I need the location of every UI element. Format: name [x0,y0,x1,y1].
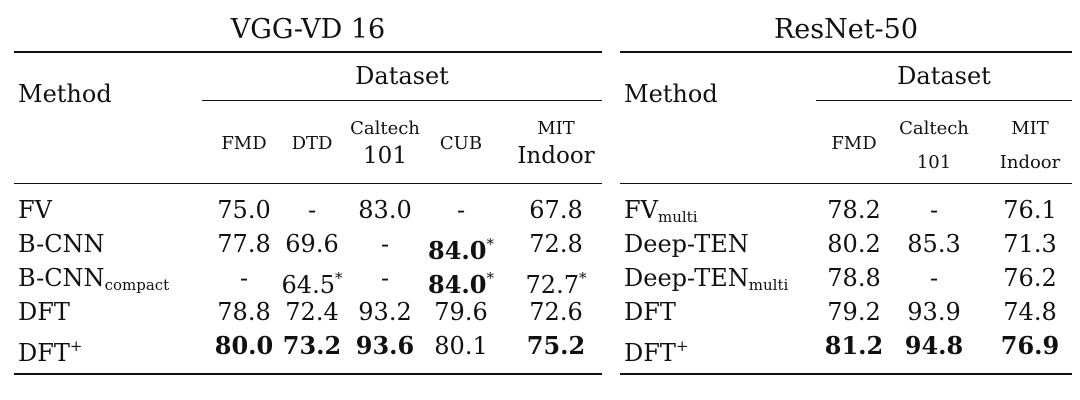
dataset-rule [816,100,1072,101]
column-header-label: 101 [363,143,407,169]
method-name: Deep-TEN [624,230,749,258]
table-cell: 93.6 [355,331,415,360]
table-cell: 78.2 [827,196,881,224]
column-header-label: CUB [439,133,483,154]
table-cell: 69.6 [285,230,339,258]
column-header: CUB [431,133,491,155]
table-cell: 80.1 [434,332,488,360]
method-name: B-CNN [18,230,105,258]
method-header: Method [624,80,718,108]
method-name: FV [18,196,52,224]
table-cell: 71.3 [1003,230,1057,258]
column-header-label: MIT [1011,118,1049,139]
table-cell: 67.8 [529,196,583,224]
table-cell: - [239,264,249,292]
method-subscript: multi [748,276,789,294]
table-cell: 84.0* [428,235,494,265]
table-cell: 74.8 [1003,298,1057,326]
table-cell: 83.0 [358,196,412,224]
column-header: FMD [814,133,894,155]
column-header-label: MIT [537,118,575,139]
table-cell: - [380,230,390,258]
column-header-label: Indoor [999,152,1061,173]
table-cell: 93.9 [907,298,961,326]
table-cell: 72.6 [529,298,583,326]
method-name: DFT+ [18,337,83,367]
footnote-star: * [486,235,494,253]
column-header: MIT Indoor [508,118,604,170]
table-cell: 78.8 [217,298,271,326]
table-cell: 76.2 [1003,264,1057,292]
table-cell: 80.2 [827,230,881,258]
vgg-table-title: VGG-VD 16 [230,14,386,45]
header-rule [620,183,1072,184]
footnote-star: * [334,269,343,287]
method-name: Deep-TENmulti [624,264,789,294]
resnet-table-title: ResNet-50 [773,14,919,45]
table-cell: 72.7* [525,269,587,299]
dataset-rule [202,100,602,101]
table-cell: 79.6 [434,298,488,326]
table-cell: 77.8 [217,230,271,258]
table-cell: 94.8 [904,331,964,360]
method-superscript: + [675,337,689,355]
column-header-label: DTD [291,133,333,154]
table-cell: 72.8 [529,230,583,258]
table-cell: 80.0 [214,331,274,360]
table-cell: 78.8 [827,264,881,292]
method-subscript: compact [104,276,170,294]
top-rule [14,51,602,53]
table-cell: 76.1 [1003,196,1057,224]
column-header: FMD [210,133,278,155]
table-cell: 81.2 [824,331,884,360]
column-header-label: FMD [831,133,877,154]
column-header-label: FMD [221,133,267,154]
header-rule [14,183,602,184]
column-header: MIT Indoor [985,118,1075,174]
dataset-header: Dataset [355,62,449,90]
bottom-rule [620,373,1072,375]
table-cell: 73.2 [282,331,342,360]
table-cell: 76.9 [1000,331,1060,360]
table-cell: 75.2 [526,331,586,360]
table-cell: 85.3 [907,230,961,258]
table-cell: - [380,264,390,292]
footnote-star: * [578,269,587,287]
footnote-star: * [486,269,494,287]
dataset-header: Dataset [897,62,991,90]
table-cell: 72.4 [285,298,339,326]
column-header: Caltech 101 [889,118,979,174]
column-header-label: Caltech [350,118,420,139]
method-name: DFT+ [624,337,689,367]
method-superscript: + [69,337,83,355]
table-cell: 79.2 [827,298,881,326]
column-header: DTD [282,133,342,155]
table-cell: - [456,196,466,224]
column-header-label: 101 [916,152,952,173]
bottom-rule [14,373,602,375]
column-header: Caltech 101 [340,118,430,170]
column-header-label: Indoor [517,143,595,169]
method-name: FVmulti [624,196,698,226]
table-cell: - [929,264,939,292]
table-cell: - [929,196,939,224]
table-cell: - [307,196,317,224]
method-name: DFT [624,298,676,326]
method-name: DFT [18,298,70,326]
method-header: Method [18,80,112,108]
method-name: B-CNNcompact [18,264,170,294]
top-rule [620,51,1072,53]
method-subscript: multi [657,208,698,226]
table-cell: 75.0 [217,196,271,224]
table-cell: 64.5* [281,269,343,299]
column-header-label: Caltech [899,118,969,139]
table-cell: 93.2 [358,298,412,326]
table-cell: 84.0* [428,269,494,299]
